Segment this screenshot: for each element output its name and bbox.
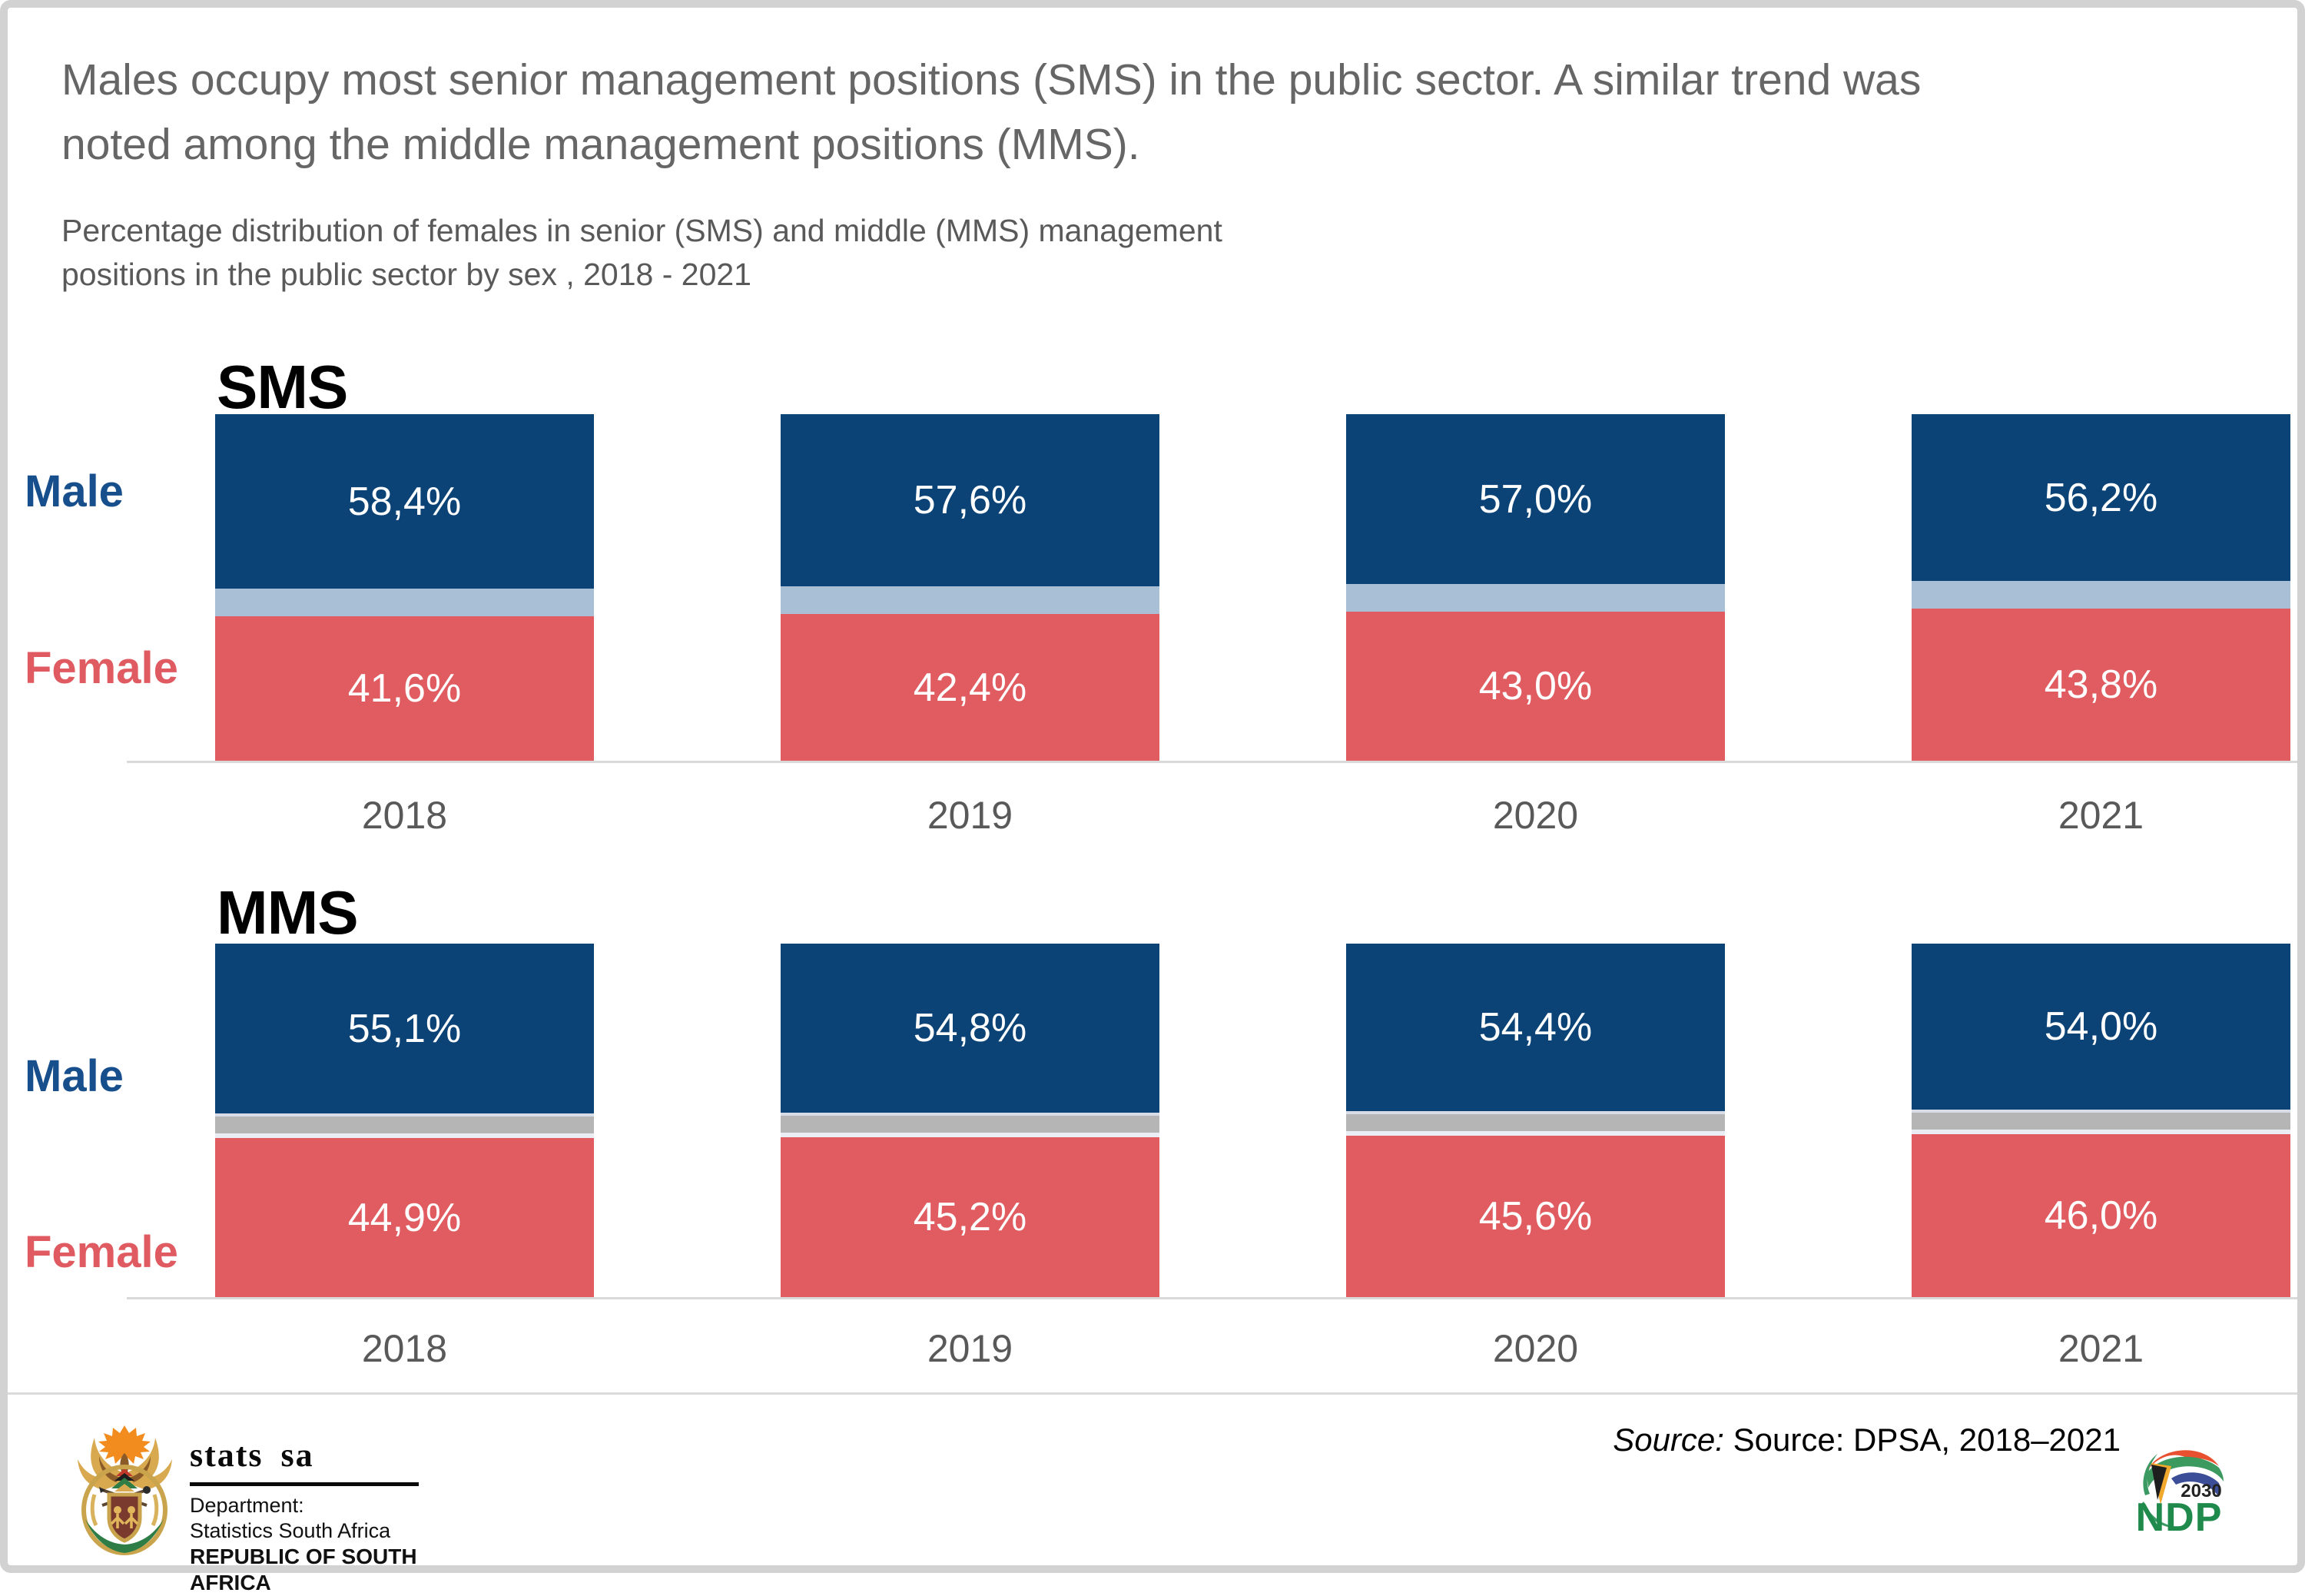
- male-segment: 55,1%: [215, 944, 594, 1113]
- year-label: 2021: [2058, 1327, 2144, 1370]
- year-label: 2018: [361, 794, 448, 837]
- male-segment: 56,2%: [1912, 414, 2290, 581]
- source-label: Source:: [1613, 1422, 1724, 1458]
- subtitle-line-1: Percentage distribution of females in se…: [61, 213, 1222, 248]
- female-segment: 46,0%: [1912, 1134, 2290, 1297]
- statssa-coat-of-arms-icon: [78, 1425, 172, 1555]
- mms-male-legend-label: Male: [25, 1051, 124, 1101]
- year-label: 2021: [2058, 794, 2144, 837]
- sms-female-legend-label: Female: [25, 643, 178, 693]
- female-value-label: 41,6%: [347, 666, 462, 711]
- year-label: 2020: [1492, 1327, 1579, 1370]
- separator-band: [1912, 581, 2290, 609]
- female-value-label: 46,0%: [2044, 1193, 2158, 1238]
- mms-chart-heading: MMS: [217, 878, 359, 947]
- male-segment: 57,6%: [781, 414, 1159, 586]
- sms-bar-column: 57,0% 43,0%: [1346, 414, 1725, 761]
- subtitle-line-2: positions in the public sector by sex , …: [61, 257, 751, 292]
- male-value-label: 54,4%: [1478, 1005, 1593, 1050]
- separator-band: [215, 589, 594, 616]
- year-label: 2020: [1492, 794, 1579, 837]
- male-value-label: 58,4%: [347, 479, 462, 524]
- separator-band: [781, 586, 1159, 614]
- female-segment: 43,8%: [1912, 609, 2290, 761]
- male-value-label: 55,1%: [347, 1006, 462, 1051]
- separator-band: [1912, 1110, 2290, 1134]
- separator-band: [1346, 1111, 1725, 1136]
- statssa-text-block: stats sa Department: Statistics South Af…: [190, 1435, 466, 1596]
- male-value-label: 57,6%: [913, 478, 1027, 523]
- footer-divider: [8, 1392, 2297, 1395]
- statssa-wordmark: stats sa: [190, 1436, 314, 1474]
- female-segment: 43,0%: [1346, 612, 1725, 761]
- female-value-label: 43,8%: [2044, 662, 2158, 707]
- male-segment: 54,0%: [1912, 944, 2290, 1110]
- female-value-label: 44,9%: [347, 1195, 462, 1240]
- male-segment: 54,8%: [781, 944, 1159, 1113]
- page-canvas: Males occupy most senior management posi…: [8, 8, 2297, 1594]
- sun-icon: [98, 1425, 151, 1465]
- title-line-2: noted among the middle management positi…: [61, 120, 1140, 169]
- female-value-label: 42,4%: [913, 665, 1027, 710]
- mms-bar-column: 54,4% 45,6%: [1346, 944, 1725, 1297]
- male-value-label: 56,2%: [2044, 475, 2158, 520]
- male-segment: 57,0%: [1346, 414, 1725, 584]
- mms-bar-column: 54,0% 46,0%: [1912, 944, 2290, 1297]
- ndp-2030-logo-icon: 2030 NDP: [2136, 1443, 2224, 1540]
- separator-band: [1346, 584, 1725, 612]
- mms-bar-column: 55,1% 44,9%: [215, 944, 594, 1297]
- female-segment: 45,2%: [781, 1137, 1159, 1297]
- chart-subtitle: Percentage distribution of females in se…: [61, 209, 1598, 297]
- female-segment: 45,6%: [1346, 1136, 1725, 1297]
- female-value-label: 45,6%: [1478, 1194, 1593, 1239]
- male-value-label: 57,0%: [1478, 476, 1593, 522]
- female-segment: 42,4%: [781, 614, 1159, 761]
- female-segment: 44,9%: [215, 1138, 594, 1297]
- separator-band: [215, 1113, 594, 1138]
- female-value-label: 45,2%: [913, 1195, 1027, 1239]
- axis-baseline: [127, 761, 2297, 763]
- title-line-1: Males occupy most senior management posi…: [61, 55, 1922, 105]
- male-segment: 54,4%: [1346, 944, 1725, 1111]
- page-title: Males occupy most senior management posi…: [61, 48, 2259, 177]
- ndp-year-text: 2030: [2181, 1481, 2221, 1501]
- mms-bar-column: 54,8% 45,2%: [781, 944, 1159, 1297]
- sms-bar-column: 57,6% 42,4%: [781, 414, 1159, 761]
- mms-female-legend-label: Female: [25, 1227, 178, 1277]
- male-segment: 58,4%: [215, 414, 594, 589]
- statssa-republic-line: REPUBLIC OF SOUTH AFRICA: [190, 1545, 417, 1594]
- year-label: 2019: [927, 794, 1013, 837]
- source-note: Source: Source: DPSA, 2018–2021: [1429, 1422, 2121, 1458]
- male-value-label: 54,0%: [2044, 1004, 2158, 1049]
- statssa-underline: [190, 1482, 419, 1486]
- axis-baseline: [127, 1297, 2297, 1299]
- year-label: 2018: [361, 1327, 448, 1370]
- statssa-department-name: Statistics South Africa: [190, 1519, 391, 1542]
- sms-bar-column: 56,2% 43,8%: [1912, 414, 2290, 761]
- sms-bar-column: 58,4% 41,6%: [215, 414, 594, 761]
- female-segment: 41,6%: [215, 616, 594, 761]
- source-text: Source: DPSA, 2018–2021: [1723, 1422, 2121, 1458]
- ndp-name-text: NDP: [2136, 1495, 2223, 1540]
- statssa-department-line: Department:: [190, 1494, 304, 1517]
- sms-male-legend-label: Male: [25, 466, 124, 516]
- year-label: 2019: [927, 1327, 1013, 1370]
- separator-band: [781, 1113, 1159, 1137]
- female-value-label: 43,0%: [1478, 664, 1593, 708]
- male-value-label: 54,8%: [913, 1006, 1027, 1050]
- sms-chart-heading: SMS: [217, 353, 348, 421]
